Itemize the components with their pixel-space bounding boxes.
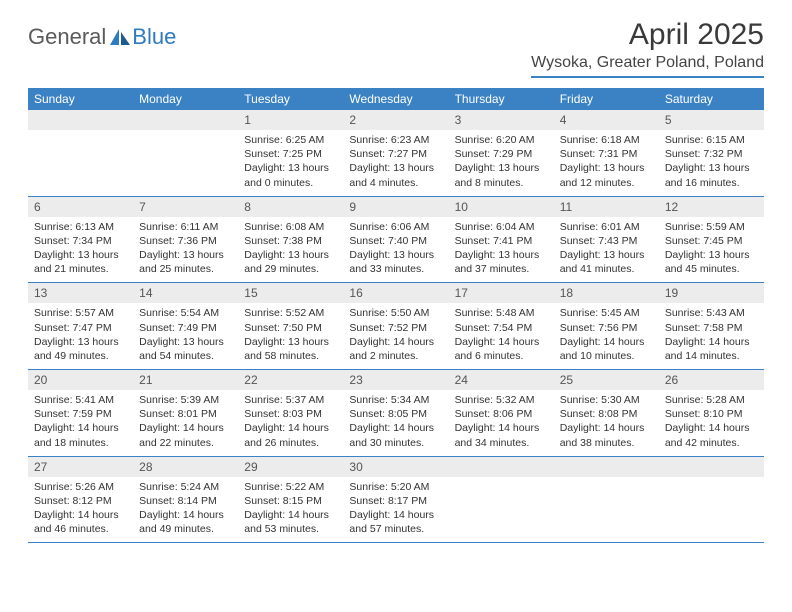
day-number xyxy=(133,110,238,128)
day-header: Saturday xyxy=(659,88,764,110)
day-cell: Sunrise: 6:23 AMSunset: 7:27 PMDaylight:… xyxy=(343,130,448,196)
day-cell xyxy=(28,130,133,188)
day-number: 3 xyxy=(449,110,554,130)
day-cell: Sunrise: 5:30 AMSunset: 8:08 PMDaylight:… xyxy=(554,390,659,456)
day-header: Friday xyxy=(554,88,659,110)
day-number: 12 xyxy=(659,197,764,217)
day-number: 18 xyxy=(554,283,659,303)
day-number xyxy=(449,457,554,475)
day-number: 8 xyxy=(238,197,343,217)
day-number: 15 xyxy=(238,283,343,303)
day-number: 24 xyxy=(449,370,554,390)
day-header: Wednesday xyxy=(343,88,448,110)
logo-text-blue: Blue xyxy=(132,24,176,50)
day-number xyxy=(659,457,764,475)
day-cell: Sunrise: 5:28 AMSunset: 8:10 PMDaylight:… xyxy=(659,390,764,456)
day-number: 28 xyxy=(133,457,238,477)
day-number: 13 xyxy=(28,283,133,303)
day-cell: Sunrise: 6:06 AMSunset: 7:40 PMDaylight:… xyxy=(343,217,448,283)
day-cell: Sunrise: 5:32 AMSunset: 8:06 PMDaylight:… xyxy=(449,390,554,456)
day-number: 30 xyxy=(343,457,448,477)
logo: General Blue xyxy=(28,24,176,50)
day-number: 21 xyxy=(133,370,238,390)
day-number: 20 xyxy=(28,370,133,390)
day-number: 29 xyxy=(238,457,343,477)
day-cell: Sunrise: 5:34 AMSunset: 8:05 PMDaylight:… xyxy=(343,390,448,456)
day-number: 1 xyxy=(238,110,343,130)
day-cell: Sunrise: 5:26 AMSunset: 8:12 PMDaylight:… xyxy=(28,477,133,543)
day-number: 2 xyxy=(343,110,448,130)
day-cell: Sunrise: 6:01 AMSunset: 7:43 PMDaylight:… xyxy=(554,217,659,283)
day-cell: Sunrise: 5:54 AMSunset: 7:49 PMDaylight:… xyxy=(133,303,238,369)
day-cell: Sunrise: 5:57 AMSunset: 7:47 PMDaylight:… xyxy=(28,303,133,369)
day-header: Sunday xyxy=(28,88,133,110)
calendar-header-row: SundayMondayTuesdayWednesdayThursdayFrid… xyxy=(28,88,764,110)
day-number: 11 xyxy=(554,197,659,217)
day-cell: Sunrise: 6:25 AMSunset: 7:25 PMDaylight:… xyxy=(238,130,343,196)
day-cell: Sunrise: 6:11 AMSunset: 7:36 PMDaylight:… xyxy=(133,217,238,283)
day-number: 9 xyxy=(343,197,448,217)
day-cell: Sunrise: 5:45 AMSunset: 7:56 PMDaylight:… xyxy=(554,303,659,369)
day-cell: Sunrise: 6:13 AMSunset: 7:34 PMDaylight:… xyxy=(28,217,133,283)
day-number: 17 xyxy=(449,283,554,303)
day-cell: Sunrise: 5:22 AMSunset: 8:15 PMDaylight:… xyxy=(238,477,343,543)
day-header: Monday xyxy=(133,88,238,110)
day-cell: Sunrise: 6:18 AMSunset: 7:31 PMDaylight:… xyxy=(554,130,659,196)
logo-text-general: General xyxy=(28,24,106,50)
day-cell: Sunrise: 5:24 AMSunset: 8:14 PMDaylight:… xyxy=(133,477,238,543)
day-number: 10 xyxy=(449,197,554,217)
month-title: April 2025 xyxy=(531,18,764,52)
day-cell: Sunrise: 6:15 AMSunset: 7:32 PMDaylight:… xyxy=(659,130,764,196)
day-cell: Sunrise: 6:08 AMSunset: 7:38 PMDaylight:… xyxy=(238,217,343,283)
calendar-body: 12345Sunrise: 6:25 AMSunset: 7:25 PMDayl… xyxy=(28,110,764,543)
day-number: 5 xyxy=(659,110,764,130)
day-header: Tuesday xyxy=(238,88,343,110)
day-cell xyxy=(449,477,554,535)
logo-sail-icon xyxy=(110,29,130,45)
day-number: 27 xyxy=(28,457,133,477)
day-number: 23 xyxy=(343,370,448,390)
day-header: Thursday xyxy=(449,88,554,110)
day-cell: Sunrise: 5:50 AMSunset: 7:52 PMDaylight:… xyxy=(343,303,448,369)
day-number: 7 xyxy=(133,197,238,217)
day-number xyxy=(28,110,133,128)
day-number: 19 xyxy=(659,283,764,303)
day-cell: Sunrise: 5:20 AMSunset: 8:17 PMDaylight:… xyxy=(343,477,448,543)
calendar-table: SundayMondayTuesdayWednesdayThursdayFrid… xyxy=(28,88,764,543)
day-cell: Sunrise: 5:41 AMSunset: 7:59 PMDaylight:… xyxy=(28,390,133,456)
day-cell: Sunrise: 5:39 AMSunset: 8:01 PMDaylight:… xyxy=(133,390,238,456)
day-cell: Sunrise: 5:43 AMSunset: 7:58 PMDaylight:… xyxy=(659,303,764,369)
location-label: Wysoka, Greater Poland, Poland xyxy=(531,54,764,78)
title-block: April 2025 Wysoka, Greater Poland, Polan… xyxy=(531,18,764,78)
day-number: 26 xyxy=(659,370,764,390)
day-number: 22 xyxy=(238,370,343,390)
day-cell: Sunrise: 6:04 AMSunset: 7:41 PMDaylight:… xyxy=(449,217,554,283)
day-cell: Sunrise: 5:48 AMSunset: 7:54 PMDaylight:… xyxy=(449,303,554,369)
day-cell xyxy=(133,130,238,188)
day-number: 4 xyxy=(554,110,659,130)
header: General Blue April 2025 Wysoka, Greater … xyxy=(28,18,764,78)
day-number: 14 xyxy=(133,283,238,303)
day-cell: Sunrise: 6:20 AMSunset: 7:29 PMDaylight:… xyxy=(449,130,554,196)
day-number: 6 xyxy=(28,197,133,217)
day-number: 16 xyxy=(343,283,448,303)
day-cell: Sunrise: 5:52 AMSunset: 7:50 PMDaylight:… xyxy=(238,303,343,369)
day-number xyxy=(554,457,659,475)
day-cell xyxy=(554,477,659,535)
day-cell xyxy=(659,477,764,535)
day-cell: Sunrise: 5:59 AMSunset: 7:45 PMDaylight:… xyxy=(659,217,764,283)
day-number: 25 xyxy=(554,370,659,390)
day-cell: Sunrise: 5:37 AMSunset: 8:03 PMDaylight:… xyxy=(238,390,343,456)
